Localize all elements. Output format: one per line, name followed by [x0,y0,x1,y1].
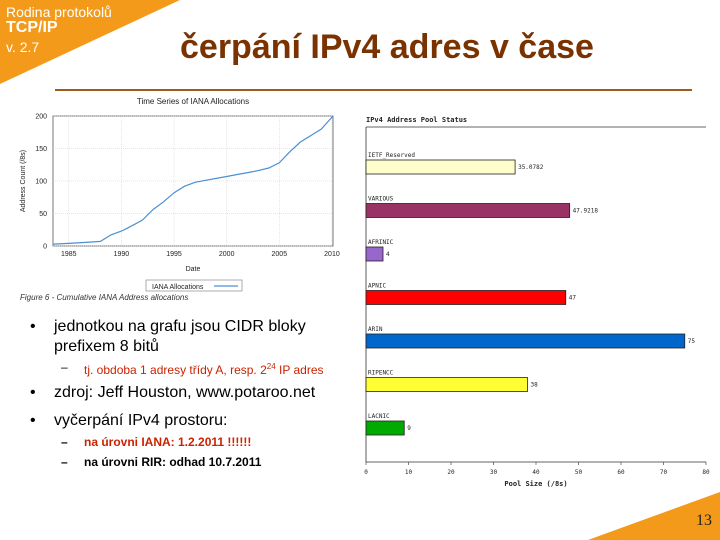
right-value-label: 38 [531,382,539,389]
right-category-label: AFRINIC [368,239,394,246]
left-x-tick-label: 2010 [324,251,340,258]
bullet-list: jednotkou na grafu jsou CIDR bloky prefi… [18,317,343,470]
right-category-label: LACNIC [368,413,390,420]
course-protocol: TCP/IP [6,19,58,36]
left-x-tick-label: 1990 [114,251,130,258]
right-value-label: 75 [688,338,696,345]
right-category-label: VARIOUS [368,196,394,203]
right-x-tick-label: 10 [405,469,413,476]
left-y-tick-label: 150 [35,146,47,153]
course-version: v. 2.7 [6,39,40,55]
right-category-label: IETF_Reserved [368,152,415,159]
subbullet-rir-date: na úrovni RIR: odhad 10.7.2011 [18,454,343,470]
right-x-tick-label: 30 [490,469,498,476]
right-x-tick-label: 80 [702,469,710,476]
slide-title: čerpání IPv4 adres v čase [180,28,594,66]
bar-ietf-reserved [365,159,516,175]
right-value-label: 9 [407,425,411,432]
right-x-tick-label: 60 [617,469,625,476]
subbullet-iana-date: na úrovni IANA: 1.2.2011 !!!!!! [18,434,343,450]
left-x-tick-label: 2000 [219,251,235,258]
left-x-tick-label: 1995 [166,251,182,258]
left-chart-ylabel: Address Count (/8s) [20,150,27,212]
right-chart-xlabel: Pool Size (/8s) [504,480,567,488]
right-value-label: 4 [386,251,390,258]
right-chart-title: IPv4 Address Pool Status [366,116,467,124]
bullet-exhaustion: vyčerpání IPv4 prostoru: [18,411,343,431]
page-number: 13 [696,512,712,529]
bar-apnic [365,290,567,305]
bullet-cidr: jednotkou na grafu jsou CIDR bloky prefi… [18,317,343,357]
left-y-tick-label: 100 [35,179,47,186]
title-divider [55,89,692,91]
right-category-label: ARIN [368,326,383,333]
left-y-tick-label: 0 [43,244,47,251]
left-x-tick-label: 2005 [272,251,288,258]
right-x-tick-label: 40 [532,469,540,476]
bar-ripencc [365,377,528,392]
subbullet-class-a: tj. obdoba 1 adresy třídy A, resp. 224 I… [18,359,343,378]
right-x-tick-label: 0 [364,469,368,476]
subbullet-class-a-suffix: IP adres [275,363,324,377]
subbullet-class-a-exponent: 24 [266,362,276,371]
right-category-label: APNIC [368,283,386,290]
series-line-iana-allocations [52,115,334,245]
right-x-tick-label: 20 [447,469,455,476]
right-value-label: 47.9218 [573,208,599,215]
left-legend-label: IANA Allocations [152,284,204,291]
right-x-tick-label: 50 [575,469,583,476]
right-category-label: RIPENCC [368,370,394,377]
left-chart-xlabel: Date [186,266,201,273]
right-value-label: 47 [569,295,577,302]
iana-allocations-chart: Time Series of IANA Allocations 1985 1990… [20,97,340,292]
course-name: Rodina protokolů [6,4,112,20]
bar-lacnic [365,420,405,436]
bar-various [365,203,571,218]
bullet-source: zdroj: Jeff Houston, www.potaroo.net [18,383,343,403]
left-chart-caption: Figure 6 - Cumulative IANA Address alloc… [20,293,189,302]
bar-afrinic [365,246,384,262]
subbullet-class-a-text: tj. obdoba 1 adresy třídy A, resp. 2 [84,363,267,377]
left-y-tick-label: 50 [39,211,47,218]
bar-arin [365,333,686,349]
left-chart-title: Time Series of IANA Allocations [137,97,249,106]
left-y-tick-label: 200 [35,114,47,121]
right-value-label: 35.0782 [518,164,544,171]
left-legend-box [145,279,243,292]
right-x-tick-label: 70 [660,469,668,476]
left-x-tick-label: 1985 [61,251,77,258]
